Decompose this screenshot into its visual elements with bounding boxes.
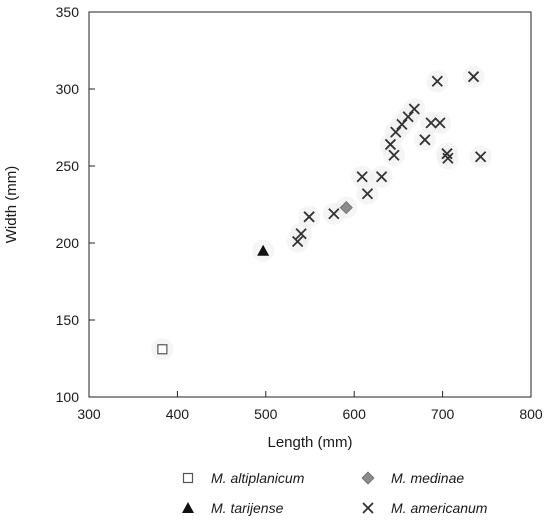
cross-stroke xyxy=(408,103,420,115)
legend-item-m-altiplanicum: M. altiplanicum xyxy=(182,470,305,486)
triangle-marker xyxy=(182,502,194,513)
data-point-m-altiplanicum xyxy=(157,344,168,355)
data-point-m-americanum xyxy=(291,235,304,248)
legend-label: M. americanum xyxy=(391,500,488,516)
legend-item-m-americanum: M. americanum xyxy=(362,500,488,516)
cross-stroke xyxy=(467,71,480,83)
data-point-m-americanum xyxy=(384,138,397,151)
cross-stroke xyxy=(396,118,408,131)
data-point-m-americanum xyxy=(303,211,315,223)
cross-stroke xyxy=(442,152,454,164)
data-point-m-americanum xyxy=(328,208,340,220)
legend-marker xyxy=(182,502,194,513)
legend-label: M. medinae xyxy=(391,470,464,486)
y-tick-label: 300 xyxy=(56,81,80,97)
square-marker xyxy=(182,472,194,484)
cross-stroke xyxy=(402,111,414,123)
cross-stroke xyxy=(303,211,315,223)
x-tick-label: 400 xyxy=(166,406,190,422)
legend-item-m-tarijense: M. tarijense xyxy=(182,500,284,516)
legend-label: M. tarijense xyxy=(211,500,284,516)
y-tick-label: 200 xyxy=(56,235,80,251)
diamond-marker xyxy=(339,201,353,215)
data-point-m-americanum xyxy=(388,149,400,161)
data-point-m-americanum xyxy=(396,118,408,131)
x-tick-label: 600 xyxy=(343,406,367,422)
y-tick-label: 150 xyxy=(56,312,80,328)
data-point-m-americanum xyxy=(390,126,402,138)
cross-stroke xyxy=(328,208,340,220)
plot-frame xyxy=(88,11,532,398)
y-tick-label: 350 xyxy=(56,4,80,20)
cross-stroke xyxy=(390,126,402,138)
data-point-m-americanum xyxy=(419,134,431,146)
data-point-m-americanum xyxy=(467,71,480,83)
x-axis-title: Length (mm) xyxy=(267,434,352,451)
cross-stroke xyxy=(431,75,443,87)
plot-area xyxy=(151,65,492,361)
data-point-m-americanum xyxy=(402,111,414,123)
cross-stroke xyxy=(434,117,446,129)
cross-stroke xyxy=(388,149,400,161)
data-point-m-americanum xyxy=(295,228,307,240)
legend-marker xyxy=(361,471,375,485)
data-point-m-americanum xyxy=(425,117,437,129)
data-point-m-americanum xyxy=(431,75,443,87)
data-point-m-americanum xyxy=(375,171,388,183)
data-point-m-americanum xyxy=(474,151,487,163)
y-tick-label: 100 xyxy=(56,389,80,405)
x-tick-label: 500 xyxy=(254,406,278,422)
y-tick-label: 250 xyxy=(56,158,80,174)
y-axis-title: Width (mm) xyxy=(3,166,20,244)
cross-stroke xyxy=(419,134,431,146)
data-point-m-americanum xyxy=(442,152,454,164)
data-point-m-medinae xyxy=(339,201,353,215)
data-point-m-americanum xyxy=(356,171,368,183)
legend-marker xyxy=(362,502,374,514)
cross-stroke xyxy=(356,171,368,183)
cross-stroke xyxy=(474,151,487,163)
cross-stroke xyxy=(362,502,374,514)
data-point-m-tarijense xyxy=(257,244,270,256)
cross-stroke xyxy=(425,117,437,129)
square-marker xyxy=(157,344,168,355)
cross-stroke xyxy=(361,188,374,200)
cross-stroke xyxy=(291,235,304,248)
legend-label: M. altiplanicum xyxy=(211,470,305,486)
data-point-m-americanum xyxy=(434,117,446,129)
axes: 300 400 500 600 700 800 100 150 200 250 300 350 xyxy=(56,4,543,422)
x-tick-label: 300 xyxy=(77,406,101,422)
x-tick-label: 700 xyxy=(431,406,455,422)
x-tick-label: 800 xyxy=(519,406,543,422)
cross-stroke xyxy=(295,228,307,240)
data-point-m-americanum xyxy=(361,188,374,200)
cross-stroke xyxy=(375,171,388,183)
legend-item-m-medinae: M. medinae xyxy=(361,470,464,486)
legend-marker xyxy=(182,472,194,484)
diamond-marker xyxy=(361,471,375,485)
legend: M. altiplanicum M. medinae M. tarijense M. … xyxy=(182,470,488,516)
cross-stroke xyxy=(441,148,453,160)
data-point-m-americanum xyxy=(408,103,420,115)
triangle-marker xyxy=(257,244,270,256)
cross-stroke xyxy=(384,138,397,151)
